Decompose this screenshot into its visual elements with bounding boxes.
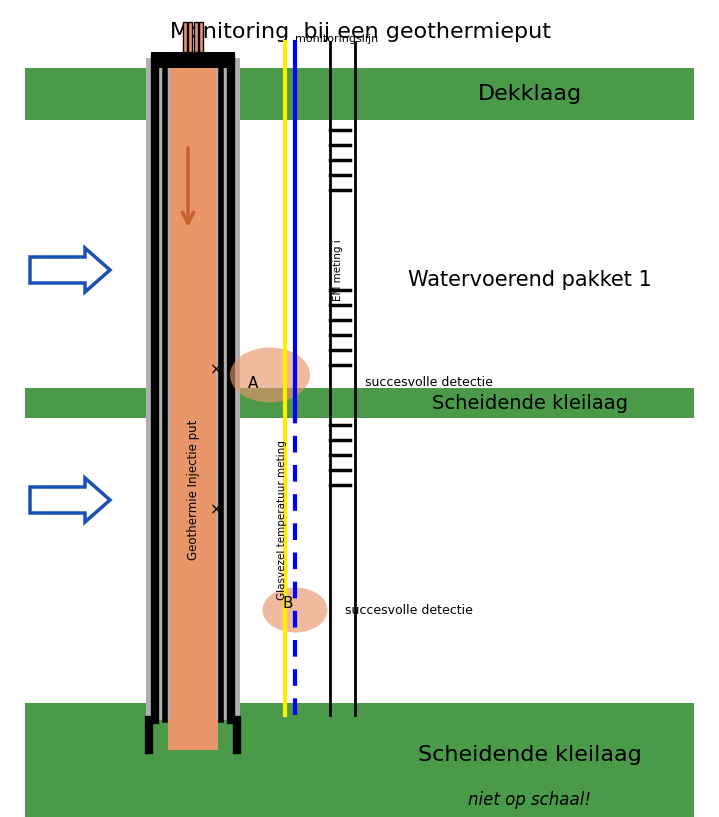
Ellipse shape	[262, 587, 327, 632]
Ellipse shape	[230, 347, 310, 403]
Bar	[25, 388, 694, 418]
Text: A: A	[248, 376, 258, 391]
Text: succesvolle detectie: succesvolle detectie	[365, 376, 493, 389]
Bar	[199, 22, 203, 52]
Bar	[146, 58, 240, 720]
Bar	[25, 68, 694, 120]
Text: ×: ×	[210, 363, 222, 377]
Text: ×: ×	[210, 502, 222, 517]
Text: Geothermie Injectie put: Geothermie Injectie put	[186, 420, 199, 560]
Text: Watervoerend pakket 1: Watervoerend pakket 1	[408, 270, 652, 290]
Bar	[183, 22, 187, 52]
Text: Scheidende kleilaag: Scheidende kleilaag	[418, 745, 642, 765]
Bar	[168, 720, 218, 750]
Bar	[194, 22, 198, 52]
Bar	[25, 703, 694, 817]
Text: B: B	[283, 596, 293, 611]
Text: Dekklaag: Dekklaag	[478, 84, 582, 104]
Bar	[170, 58, 216, 720]
Bar	[188, 22, 192, 52]
Polygon shape	[30, 478, 110, 522]
Bar	[151, 52, 235, 68]
Text: Glasvezel temperatuur meting: Glasvezel temperatuur meting	[277, 440, 287, 600]
Text: Monitoring  bij een geothermieput: Monitoring bij een geothermieput	[170, 22, 551, 42]
Text: succesvolle detectie: succesvolle detectie	[345, 604, 473, 617]
Text: EM meting i: EM meting i	[333, 239, 343, 301]
Text: niet op schaal!: niet op schaal!	[469, 791, 592, 809]
Polygon shape	[30, 248, 110, 292]
Text: Scheidende kleilaag: Scheidende kleilaag	[432, 394, 628, 413]
Text: monitoringslijn: monitoringslijn	[295, 34, 378, 44]
